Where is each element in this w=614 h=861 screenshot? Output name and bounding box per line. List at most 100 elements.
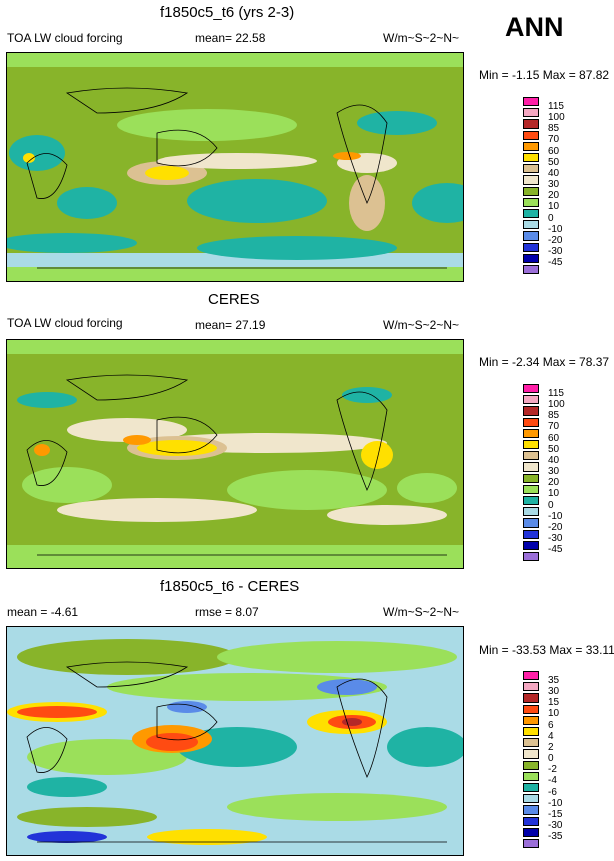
panel1-tick-label: 20 bbox=[548, 190, 560, 201]
panel1-units-label: W/m~S~2~N~ bbox=[383, 31, 460, 45]
panel1-swatch bbox=[523, 164, 539, 174]
panel2-tick-label: -20 bbox=[548, 522, 563, 533]
panel2-tick-label: 0 bbox=[548, 500, 554, 511]
panel3-tick-label: 6 bbox=[548, 720, 554, 731]
panel1-map bbox=[6, 52, 464, 282]
panel3-swatch bbox=[523, 760, 539, 770]
panel2-tick-label: 20 bbox=[548, 477, 560, 488]
panel2-swatch bbox=[523, 529, 539, 539]
panel3-swatch bbox=[523, 704, 539, 714]
panel2-tick-label: 70 bbox=[548, 421, 560, 432]
panel2-tick-label: 100 bbox=[548, 399, 565, 410]
panel2-tick-label: 10 bbox=[548, 488, 560, 499]
panel1-swatch bbox=[523, 186, 539, 196]
panel2-minmax-label: Min = -2.34 Max = 78.37 bbox=[479, 355, 610, 369]
panel2-map-plot bbox=[7, 340, 463, 568]
panel3-rmse-label: rmse = 8.07 bbox=[195, 605, 259, 619]
panel3-swatch bbox=[523, 715, 539, 726]
panel1-tick-label: -10 bbox=[548, 224, 563, 235]
panel1-tick-label: 0 bbox=[548, 213, 554, 224]
panel3-tick-label: -2 bbox=[548, 764, 557, 775]
panel2-swatch bbox=[523, 507, 539, 517]
panel1-tick-label: 40 bbox=[548, 168, 560, 179]
panel2-tick-label: 85 bbox=[548, 410, 560, 421]
panel1-tick-label: -45 bbox=[548, 257, 563, 268]
panel2-swatch bbox=[523, 406, 539, 416]
panel1-colorbar: 115 100 85 70 60 50 40 30 20 10 0 -10 -2… bbox=[523, 97, 565, 276]
panel1-tick-label: -30 bbox=[548, 246, 563, 257]
panel3-tick-label: 15 bbox=[548, 697, 560, 708]
panel2-swatch bbox=[523, 518, 539, 528]
panel3-tick-label: 0 bbox=[548, 753, 554, 764]
panel3-swatch bbox=[523, 693, 539, 703]
panel1-field-label: TOA LW cloud forcing bbox=[7, 31, 123, 45]
panel2-swatch bbox=[523, 473, 539, 483]
panel2-tick-label: 115 bbox=[548, 388, 564, 399]
panel3-swatch bbox=[523, 749, 539, 759]
panel3-swatch bbox=[523, 783, 539, 793]
panel2-map bbox=[6, 339, 464, 569]
panel1-tick-label: 100 bbox=[548, 112, 565, 123]
panel2-tick-label: 50 bbox=[548, 444, 560, 455]
panel2-tick-label: 60 bbox=[548, 433, 560, 444]
panel2-swatch bbox=[523, 462, 539, 472]
panel2-colorbar: 115 100 85 70 60 50 40 30 20 10 0 -10 -2… bbox=[523, 384, 565, 563]
panel2-swatch bbox=[523, 451, 539, 461]
panel2-swatch bbox=[523, 440, 539, 450]
panel3-units-label: W/m~S~2~N~ bbox=[383, 605, 460, 619]
panel1-swatch bbox=[523, 242, 539, 252]
panel3-tick-label: -35 bbox=[548, 831, 563, 842]
panel3-swatch bbox=[523, 805, 539, 815]
panel3-swatch bbox=[523, 671, 539, 681]
panel3-colorbar: 35 30 15 10 6 4 2 0 -2 -4 -6 -10 -15 -30… bbox=[523, 671, 562, 850]
panel1-swatch bbox=[523, 130, 539, 140]
panel1-tick-label: 10 bbox=[548, 201, 560, 212]
panel3-tick-label: -4 bbox=[548, 775, 557, 786]
panel2-swatch bbox=[523, 395, 539, 405]
panel1-tick-label: -20 bbox=[548, 235, 563, 246]
panel1-tick-label: 50 bbox=[548, 157, 560, 168]
panel3-tick-label: -10 bbox=[548, 798, 563, 809]
panel2-swatch bbox=[523, 484, 539, 495]
panel3-tick-label: -6 bbox=[548, 787, 557, 798]
panel3-tick-label: -30 bbox=[548, 820, 563, 831]
panel2-tick-label: 30 bbox=[548, 466, 560, 477]
panel2-swatch bbox=[523, 384, 539, 394]
panel3-swatch bbox=[523, 771, 539, 782]
panel1-swatch bbox=[523, 97, 539, 107]
panel1-swatch bbox=[523, 209, 539, 219]
panel3-swatch bbox=[523, 738, 539, 748]
panel2-units-label: W/m~S~2~N~ bbox=[383, 318, 460, 332]
panel1-map-plot bbox=[7, 53, 463, 281]
panel2-tick-label: -30 bbox=[548, 533, 563, 544]
panel3-tick-label: 35 bbox=[548, 675, 560, 686]
panel1-swatch bbox=[523, 197, 539, 208]
panel3-swatch bbox=[523, 816, 539, 826]
panel2-swatch bbox=[523, 540, 539, 551]
panel1-swatch bbox=[523, 108, 539, 118]
panel2-title: CERES bbox=[208, 291, 260, 308]
panel2-tick-label: -10 bbox=[548, 511, 563, 522]
panel3-tick-label: 10 bbox=[548, 708, 560, 719]
panel1-swatch bbox=[523, 141, 539, 152]
panel2-swatch bbox=[523, 552, 539, 562]
panel2-swatch bbox=[523, 417, 539, 427]
panel2-tick-label: 40 bbox=[548, 455, 560, 466]
panel1-swatch bbox=[523, 119, 539, 129]
panel1-swatch bbox=[523, 220, 539, 230]
season-label: ANN bbox=[505, 12, 564, 42]
panel1-swatch bbox=[523, 253, 539, 264]
panel2-swatch bbox=[523, 428, 539, 439]
panel2-swatch bbox=[523, 496, 539, 506]
panel3-tick-label: 4 bbox=[548, 731, 554, 742]
panel1-tick-label: 85 bbox=[548, 123, 560, 134]
panel1-swatch bbox=[523, 153, 539, 163]
panel3-tick-label: -15 bbox=[548, 809, 563, 820]
panel1-title: f1850c5_t6 (yrs 2-3) bbox=[160, 4, 295, 21]
panel2-field-label: TOA LW cloud forcing bbox=[7, 316, 123, 330]
panel3-map-plot bbox=[7, 627, 463, 855]
panel3-swatch bbox=[523, 727, 539, 737]
panel2-mean-label: mean= 27.19 bbox=[195, 318, 266, 332]
panel1-tick-label: 115 bbox=[548, 101, 564, 112]
panel2-tick-label: -45 bbox=[548, 544, 563, 555]
